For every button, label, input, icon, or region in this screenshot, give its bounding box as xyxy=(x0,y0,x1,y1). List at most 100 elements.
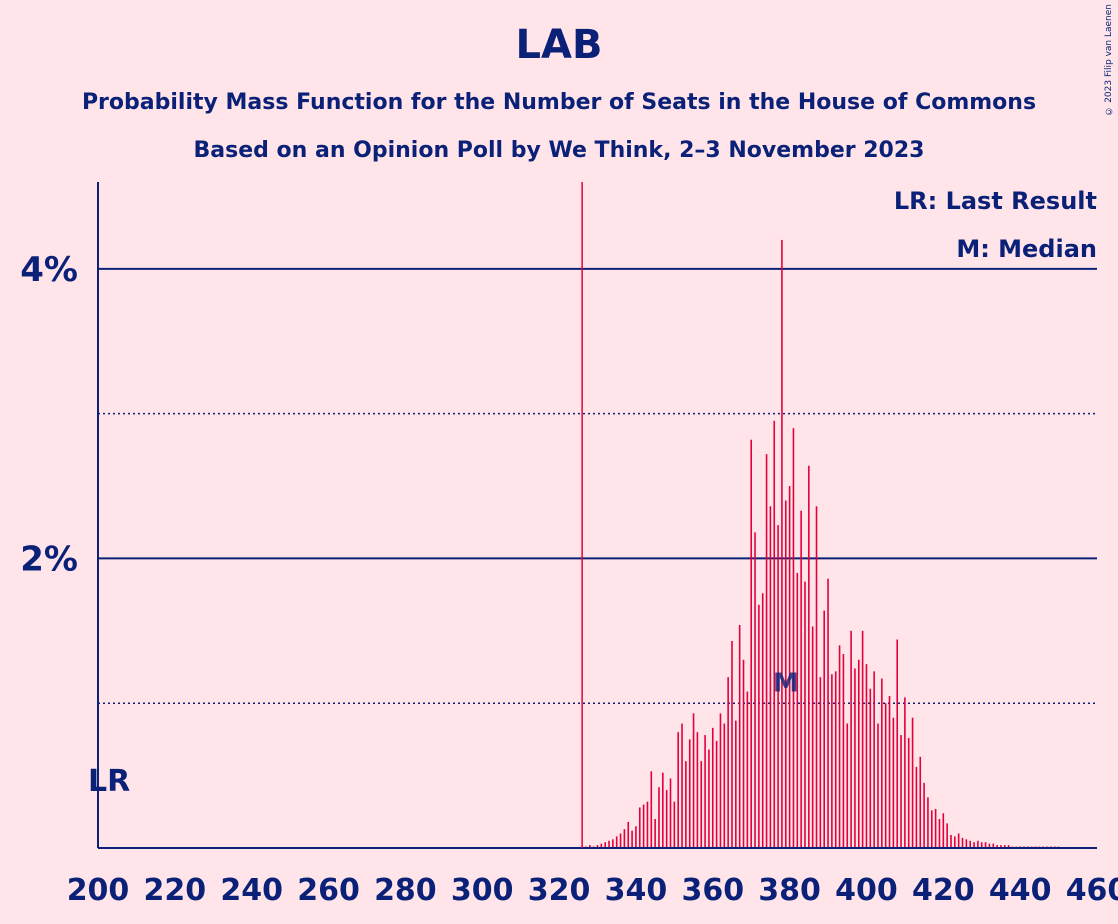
x-tick-label: 460 xyxy=(1066,873,1118,908)
bar xyxy=(888,695,891,848)
bar xyxy=(881,678,883,848)
bar xyxy=(738,625,741,848)
bar xyxy=(638,807,641,848)
bar xyxy=(838,645,841,848)
bar xyxy=(911,717,914,848)
bar xyxy=(784,500,787,848)
bar xyxy=(808,465,810,848)
bar xyxy=(980,842,983,848)
x-tick-label: 380 xyxy=(758,873,821,908)
bar xyxy=(677,732,679,848)
bar xyxy=(642,804,645,848)
bar xyxy=(658,787,660,848)
bar xyxy=(892,717,895,848)
y-tick-label: 2% xyxy=(20,539,78,579)
bar xyxy=(819,677,822,848)
bar xyxy=(942,813,945,848)
last-result-marker: LR xyxy=(88,764,130,799)
bar xyxy=(731,640,733,848)
bar xyxy=(700,761,703,848)
bar xyxy=(854,668,856,848)
bar xyxy=(1000,845,1002,848)
bar xyxy=(904,697,906,848)
bar xyxy=(823,610,825,848)
bar xyxy=(669,778,672,848)
bar xyxy=(688,739,691,848)
bar xyxy=(996,845,998,848)
bar xyxy=(781,239,783,849)
probability-bars xyxy=(581,239,1060,849)
bar xyxy=(623,829,626,848)
bar xyxy=(927,797,929,848)
bar xyxy=(846,723,849,848)
bar xyxy=(773,420,776,848)
bar xyxy=(692,713,695,848)
bar xyxy=(988,843,991,848)
bar xyxy=(723,723,726,848)
bar xyxy=(857,659,860,848)
bar xyxy=(792,428,795,848)
bar xyxy=(777,525,779,848)
bar xyxy=(973,842,975,848)
bar xyxy=(662,772,664,848)
bar xyxy=(957,833,960,848)
legend-last-result: LR: Last Result xyxy=(894,187,1097,215)
bar xyxy=(965,839,968,848)
bar xyxy=(727,677,729,848)
bar xyxy=(950,834,952,848)
x-tick-label: 360 xyxy=(681,873,744,908)
legend-median: M: Median xyxy=(956,235,1097,263)
bar xyxy=(769,506,772,848)
bar xyxy=(615,836,618,848)
bar xyxy=(834,671,837,848)
bar xyxy=(815,506,818,848)
bar xyxy=(627,821,630,848)
gridlines xyxy=(98,267,1097,704)
bar xyxy=(750,439,752,848)
bar xyxy=(715,740,718,848)
bar xyxy=(673,801,676,848)
bar xyxy=(650,771,653,848)
bar xyxy=(608,840,610,848)
bar xyxy=(746,691,749,848)
chart-title: LAB xyxy=(515,22,603,68)
bar xyxy=(873,671,875,848)
bar xyxy=(865,664,868,848)
bar xyxy=(704,735,706,848)
bar xyxy=(907,737,910,848)
bar xyxy=(934,808,937,848)
bar xyxy=(831,674,833,848)
bar xyxy=(850,630,852,848)
bar xyxy=(654,819,656,848)
bar xyxy=(869,688,872,848)
bar xyxy=(915,766,918,848)
bar xyxy=(946,823,948,848)
x-tick-label: 400 xyxy=(835,873,898,908)
bar xyxy=(600,843,603,848)
chart-subtitle-source: Based on an Opinion Poll by We Think, 2–… xyxy=(193,138,925,163)
bar xyxy=(1007,845,1010,848)
bar xyxy=(761,593,764,848)
bar xyxy=(589,845,591,848)
bar xyxy=(884,703,887,848)
bar xyxy=(861,630,864,848)
x-tick-label: 340 xyxy=(605,873,668,908)
bar xyxy=(984,842,987,848)
bar xyxy=(961,837,964,848)
bar xyxy=(811,626,814,848)
bar xyxy=(685,761,687,848)
bar xyxy=(735,720,737,848)
x-tick-label: 260 xyxy=(297,873,360,908)
x-tick-label: 240 xyxy=(220,873,283,908)
bar xyxy=(992,843,995,848)
bar xyxy=(919,756,922,848)
x-tick-label: 300 xyxy=(451,873,514,908)
bar xyxy=(681,723,683,848)
bar xyxy=(612,839,614,848)
x-tick-label: 200 xyxy=(67,873,130,908)
bar xyxy=(665,790,668,848)
bar xyxy=(788,486,791,848)
bar xyxy=(765,454,768,848)
bar xyxy=(1003,845,1006,848)
y-tick-label: 4% xyxy=(20,250,78,290)
